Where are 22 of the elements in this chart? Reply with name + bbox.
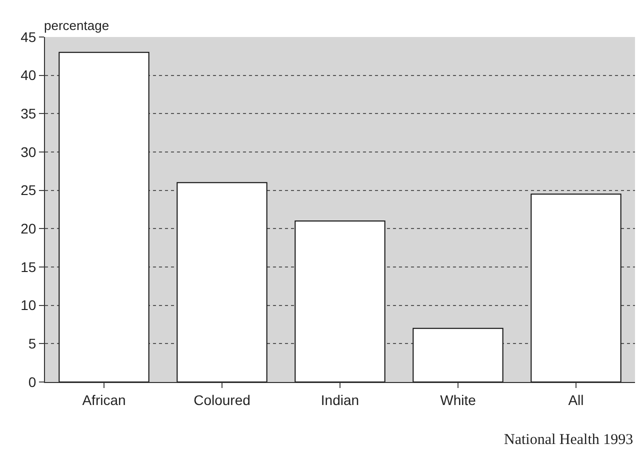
text: National Health 1993 — [504, 432, 634, 448]
bar — [58, 52, 150, 382]
x-tick-label: Coloured — [194, 392, 250, 408]
y-tick-label: 45 — [20, 28, 36, 45]
y-axis-title: percentage — [44, 18, 110, 33]
bar — [530, 194, 622, 382]
x-tick-label: Indian — [320, 392, 360, 408]
bar — [176, 182, 268, 382]
y-tick-label: 30 — [20, 144, 36, 160]
x-tick-label: White — [440, 392, 476, 408]
x-tick-label: African — [82, 392, 126, 408]
y-tick-label: 10 — [20, 297, 36, 314]
x-tick-label: All — [568, 392, 584, 408]
y-tick-label: 25 — [20, 182, 36, 198]
y-tick-label: 40 — [20, 67, 36, 84]
bar — [412, 328, 504, 382]
y-tick-label: 0 — [28, 374, 36, 390]
y-tick-label: 15 — [20, 258, 36, 275]
bar — [294, 220, 386, 382]
y-tick-label: 5 — [28, 336, 36, 352]
y-tick-label: 20 — [20, 220, 36, 237]
y-tick-label: 35 — [20, 106, 36, 122]
